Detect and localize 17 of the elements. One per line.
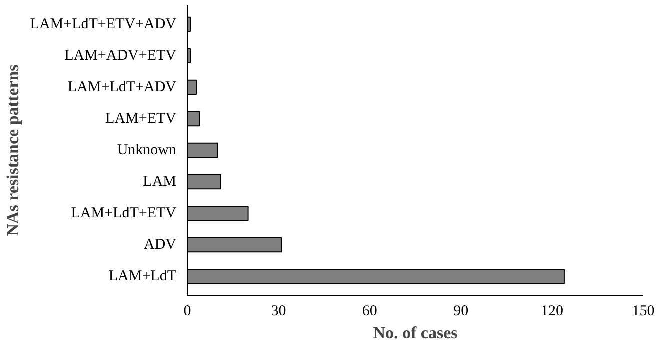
- x-tick-label: 0: [184, 304, 192, 320]
- y-tick-label: LAM+ADV+ETV: [64, 48, 177, 64]
- x-tick-label: 90: [454, 304, 469, 320]
- x-tick-label: 60: [362, 304, 378, 320]
- y-tick-label: Unknown: [117, 142, 177, 158]
- x-tick-label: 120: [541, 304, 564, 320]
- y-tick-label: ADV: [144, 237, 177, 254]
- y-tick-label: LAM+LdT+ETV+ADV: [30, 16, 177, 32]
- y-tick-label: LAM+LdT: [108, 268, 177, 285]
- x-tick-label: 150: [632, 304, 655, 320]
- y-tick-label: LAM+ETV: [106, 110, 177, 127]
- y-axis-title: NAs resistance patterns: [3, 64, 22, 236]
- y-tick-label: LAM: [143, 174, 177, 190]
- x-axis-title: No. of cases: [373, 324, 458, 342]
- y-tick-label: LAM+LdT+ETV: [71, 206, 177, 222]
- x-tick-label: 30: [271, 304, 286, 320]
- y-tick-label: LAM+LdT+ADV: [68, 79, 177, 96]
